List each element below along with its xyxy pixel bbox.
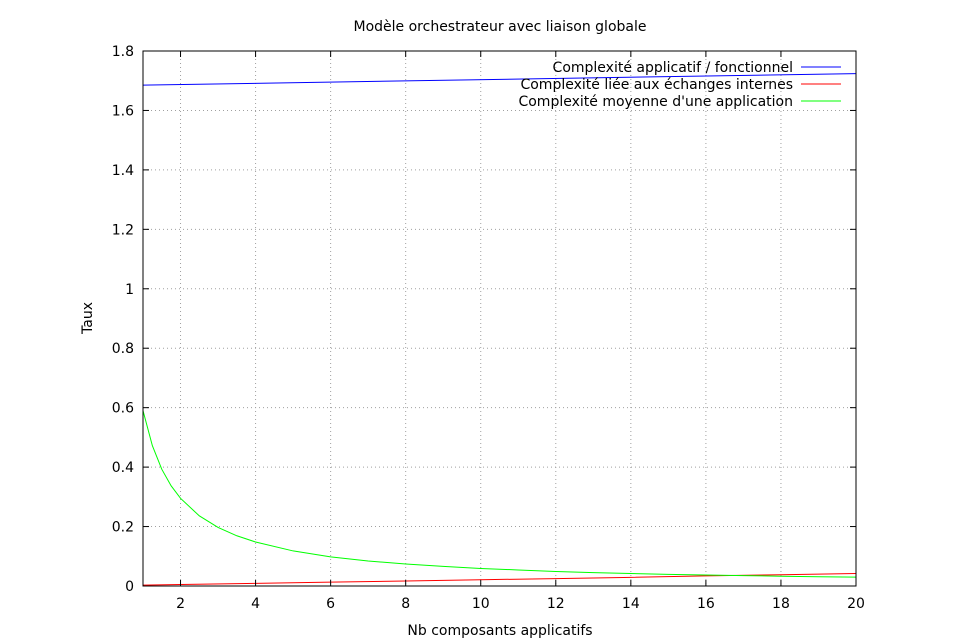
y-tick-label: 1 — [125, 282, 134, 298]
x-tick-label: 8 — [401, 596, 410, 612]
y-tick-label: 1.2 — [112, 222, 134, 238]
x-tick-label: 4 — [251, 596, 260, 612]
y-tick-label: 0.4 — [112, 460, 134, 476]
y-tick-label: 0 — [125, 579, 134, 595]
y-tick-label: 1.6 — [112, 103, 134, 119]
x-tick-label: 20 — [847, 596, 865, 612]
x-tick-label: 12 — [547, 596, 565, 612]
grid — [143, 51, 856, 586]
y-tick-label: 0.6 — [112, 401, 134, 417]
chart-title: Modèle orchestrateur avec liaison global… — [354, 19, 647, 35]
y-axis-label: Taux — [80, 302, 96, 335]
legend-label: Complexité liée aux échanges internes — [520, 77, 793, 93]
x-tick-label: 14 — [622, 596, 640, 612]
y-tick-label: 0.2 — [112, 520, 134, 536]
y-tick-label: 1.4 — [112, 163, 134, 179]
plot-frame — [142, 50, 857, 587]
x-tick-label: 18 — [772, 596, 790, 612]
x-tick-label: 2 — [176, 596, 185, 612]
y-tick-label: 1.8 — [112, 44, 134, 60]
x-tick-label: 6 — [326, 596, 335, 612]
series-line — [142, 73, 857, 86]
axis-ticks: 2 4 6 8 10 12 14 16 18 20 0 0.2 0.4 0.6 0.8 1 1.2 1.4 1.6 1… — [112, 44, 865, 612]
x-axis-label: Nb composants applicatifs — [407, 623, 592, 639]
x-tick-label: 10 — [472, 596, 490, 612]
y-tick-label: 0.8 — [112, 341, 134, 357]
legend-label: Complexité applicatif / fonctionnel — [553, 60, 793, 76]
series-group — [142, 73, 857, 586]
legend: Complexité applicatif / fonctionnelCompl… — [518, 60, 841, 110]
legend-label: Complexité moyenne d'une application — [518, 94, 793, 110]
series-line — [142, 410, 857, 578]
x-tick-label: 16 — [697, 596, 715, 612]
